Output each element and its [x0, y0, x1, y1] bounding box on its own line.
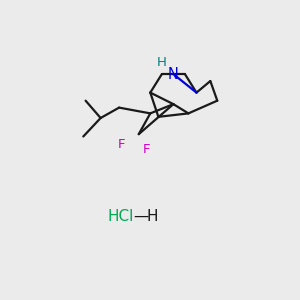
Text: H: H: [147, 209, 158, 224]
Text: N: N: [168, 67, 179, 82]
Text: HCl: HCl: [108, 209, 134, 224]
Text: F: F: [143, 143, 151, 156]
Text: H: H: [157, 56, 167, 69]
Text: —: —: [134, 209, 149, 224]
Text: F: F: [118, 138, 125, 151]
